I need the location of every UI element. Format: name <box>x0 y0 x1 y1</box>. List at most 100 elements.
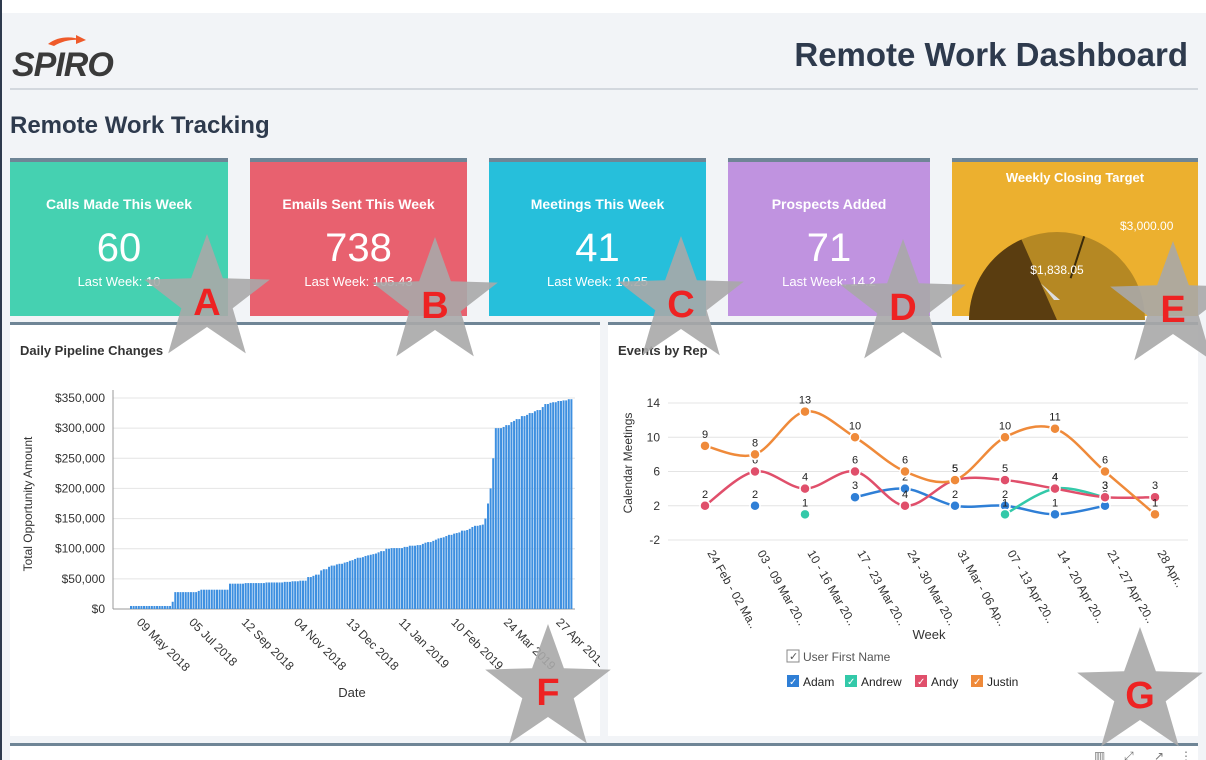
kpi-last-week: Last Week: 14.2 <box>782 274 876 289</box>
bar <box>333 565 336 609</box>
legend-swatch <box>971 675 983 687</box>
data-point-justin <box>949 474 961 486</box>
kpi-value: 60 <box>96 226 142 270</box>
bar <box>487 503 490 609</box>
bar <box>484 518 487 609</box>
bar <box>476 525 479 609</box>
kpi-calls-tile[interactable]: Calls Made This Week 60 Last Week: 10 <box>10 158 228 316</box>
data-point-justin <box>899 465 911 478</box>
kpi-meetings-tile[interactable]: Meetings This Week 41 Last Week: 10.25 <box>489 158 706 316</box>
bar <box>395 548 398 609</box>
data-point-justin <box>799 405 811 418</box>
data-point-adam <box>949 500 961 512</box>
kpi-last-week: Last Week: 10 <box>77 274 161 289</box>
x-tick-label: 17 - 23 Mar 20.. <box>854 548 908 628</box>
bar <box>189 592 192 609</box>
kpi-last-week: Last Week: 105.43 <box>304 274 413 289</box>
legend-item: Andrew <box>861 675 902 689</box>
bar <box>301 580 304 609</box>
data-point-justin <box>749 448 761 461</box>
bar <box>437 538 440 609</box>
legend-item: Andy <box>931 675 958 689</box>
bar <box>502 426 505 609</box>
bar <box>450 534 453 609</box>
y-tick-label: 2 <box>653 499 660 513</box>
bar <box>153 605 156 609</box>
bar <box>249 583 252 609</box>
bar <box>447 534 450 609</box>
bar <box>171 601 174 609</box>
bar <box>273 582 276 609</box>
bar <box>163 605 166 609</box>
data-label: 6 <box>852 455 858 467</box>
bar <box>432 540 435 609</box>
data-label: 10 <box>849 420 861 432</box>
data-point-andy <box>849 465 861 478</box>
bar <box>466 530 469 609</box>
kpi-closing-target-tile[interactable]: Weekly Closing Target $3,000.00 $1,838.0… <box>952 158 1198 320</box>
bar <box>176 592 179 609</box>
bar <box>565 400 568 609</box>
bar <box>380 551 383 609</box>
gauge-chart: $3,000.00 $1,838.05 <box>969 219 1174 320</box>
kpi-value: 738 <box>325 226 392 270</box>
expand-icon[interactable]: ⤢ <box>1124 749 1134 760</box>
bar <box>539 410 542 609</box>
data-label: 4 <box>1052 472 1058 484</box>
bar <box>494 428 497 609</box>
data-label: 6 <box>902 455 908 467</box>
bar <box>387 548 390 609</box>
x-tick-label: 04 Nov 2018 <box>291 615 349 673</box>
open-external-icon[interactable]: ↗ <box>1154 749 1165 760</box>
data-label: 3 <box>852 480 858 492</box>
x-tick-label: 28 Apr.. <box>1154 548 1186 590</box>
bar <box>473 525 476 609</box>
bar <box>343 562 346 609</box>
legend-swatch <box>915 675 927 687</box>
x-tick-label: 07 - 13 Apr 20.. <box>1004 548 1057 626</box>
data-label: 1 <box>1002 497 1008 509</box>
chart-type-icon[interactable]: ▥ <box>1094 749 1106 760</box>
data-label: 4 <box>902 489 908 501</box>
page-title: Remote Work Dashboard <box>794 36 1188 73</box>
bar <box>281 582 284 609</box>
data-point-andy <box>1049 482 1061 495</box>
bar <box>361 557 364 609</box>
bar <box>398 548 401 609</box>
bar <box>265 582 268 609</box>
bar <box>296 581 299 609</box>
bar <box>205 589 208 609</box>
bar <box>257 583 260 609</box>
data-label: 8 <box>752 437 758 449</box>
bar <box>533 411 536 609</box>
kpi-last-week: Last Week: 10.25 <box>547 274 648 289</box>
y-tick-label: $50,000 <box>62 572 106 586</box>
bar <box>531 413 534 609</box>
x-tick-label: 24 Mar 2019 <box>501 615 559 673</box>
series-line-justin <box>704 410 1156 516</box>
bar <box>554 402 557 609</box>
bar <box>221 589 224 609</box>
kpi-prospects-tile[interactable]: Prospects Added 71 Last Week: 14.2 <box>728 158 930 316</box>
data-label: 4 <box>1052 472 1058 484</box>
data-label: 2 <box>952 489 958 501</box>
data-point-andy <box>749 465 761 478</box>
kpi-emails-tile[interactable]: Emails Sent This Week 738 Last Week: 105… <box>250 158 467 316</box>
x-tick-label: 14 - 20 Apr 20.. <box>1054 548 1107 626</box>
bar <box>492 458 495 609</box>
checkmark-icon: ✓ <box>789 677 797 688</box>
bar <box>393 548 396 609</box>
data-point-andy <box>899 500 911 512</box>
bar <box>330 565 333 609</box>
bar <box>137 605 140 609</box>
pipeline-panel: Daily Pipeline Changes $0 $50,000 $100,000… <box>10 322 600 736</box>
data-point-justin <box>1099 465 1111 478</box>
more-options-icon[interactable]: ⋮ <box>1180 749 1192 760</box>
spiro-logo: SPIRO <box>10 34 140 84</box>
data-label: 3 <box>1152 480 1158 492</box>
top-bar <box>0 0 1206 13</box>
next-panel-header <box>10 746 1198 760</box>
bar <box>213 589 216 609</box>
y-tick-label: $200,000 <box>55 481 105 495</box>
bar <box>239 583 242 609</box>
